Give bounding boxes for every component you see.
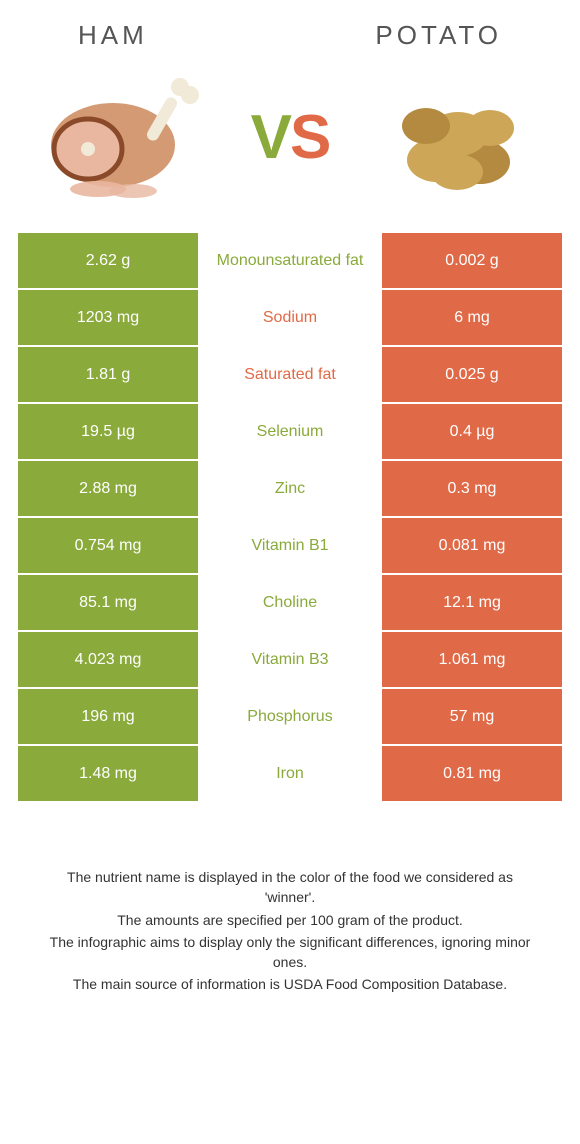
nutrient-name: Phosphorus: [198, 689, 382, 744]
value-right: 12.1 mg: [382, 575, 562, 630]
titles-row: Ham Potato: [18, 20, 562, 67]
vs-v: V: [251, 103, 290, 172]
footnote-line: The main source of information is USDA F…: [46, 974, 534, 994]
table-row: 2.62 gMonounsaturated fat0.002 g: [18, 233, 562, 288]
value-right: 0.4 µg: [382, 404, 562, 459]
ham-image: [38, 67, 208, 207]
value-right: 57 mg: [382, 689, 562, 744]
nutrient-name: Saturated fat: [198, 347, 382, 402]
value-left: 85.1 mg: [18, 575, 198, 630]
hero-row: VS: [18, 67, 562, 233]
value-right: 0.025 g: [382, 347, 562, 402]
footnote-line: The nutrient name is displayed in the co…: [46, 867, 534, 908]
value-left: 19.5 µg: [18, 404, 198, 459]
nutrient-name: Vitamin B3: [198, 632, 382, 687]
table-row: 1203 mgSodium6 mg: [18, 290, 562, 345]
table-row: 4.023 mgVitamin B31.061 mg: [18, 632, 562, 687]
footnotes: The nutrient name is displayed in the co…: [18, 803, 562, 995]
value-left: 1.48 mg: [18, 746, 198, 801]
nutrient-name: Choline: [198, 575, 382, 630]
value-left: 0.754 mg: [18, 518, 198, 573]
value-right: 0.081 mg: [382, 518, 562, 573]
table-row: 85.1 mgCholine12.1 mg: [18, 575, 562, 630]
title-left: Ham: [78, 20, 148, 51]
nutrient-table: 2.62 gMonounsaturated fat0.002 g1203 mgS…: [18, 233, 562, 801]
nutrient-name: Zinc: [198, 461, 382, 516]
vs-s: S: [290, 103, 329, 172]
nutrient-name: Monounsaturated fat: [198, 233, 382, 288]
value-right: 1.061 mg: [382, 632, 562, 687]
value-right: 0.002 g: [382, 233, 562, 288]
vs-label: VS: [251, 102, 330, 173]
table-row: 0.754 mgVitamin B10.081 mg: [18, 518, 562, 573]
value-right: 0.81 mg: [382, 746, 562, 801]
footnote-line: The amounts are specified per 100 gram o…: [46, 910, 534, 930]
footnote-line: The infographic aims to display only the…: [46, 932, 534, 973]
table-row: 196 mgPhosphorus57 mg: [18, 689, 562, 744]
value-left: 4.023 mg: [18, 632, 198, 687]
value-right: 0.3 mg: [382, 461, 562, 516]
title-right: Potato: [375, 20, 502, 51]
value-left: 1.81 g: [18, 347, 198, 402]
potato-image: [372, 67, 542, 207]
value-left: 2.62 g: [18, 233, 198, 288]
value-left: 2.88 mg: [18, 461, 198, 516]
nutrient-name: Selenium: [198, 404, 382, 459]
value-right: 6 mg: [382, 290, 562, 345]
table-row: 1.81 gSaturated fat0.025 g: [18, 347, 562, 402]
nutrient-name: Iron: [198, 746, 382, 801]
value-left: 1203 mg: [18, 290, 198, 345]
nutrient-name: Vitamin B1: [198, 518, 382, 573]
infographic: Ham Potato VS: [0, 0, 580, 995]
table-row: 19.5 µgSelenium0.4 µg: [18, 404, 562, 459]
table-row: 2.88 mgZinc0.3 mg: [18, 461, 562, 516]
table-row: 1.48 mgIron0.81 mg: [18, 746, 562, 801]
value-left: 196 mg: [18, 689, 198, 744]
nutrient-name: Sodium: [198, 290, 382, 345]
